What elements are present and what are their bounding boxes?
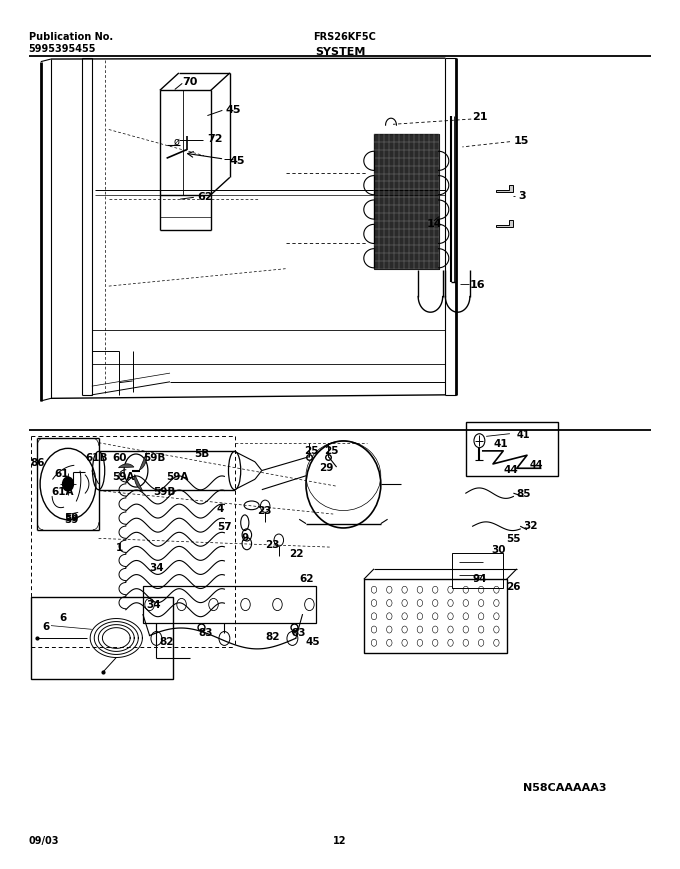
Text: 45: 45 bbox=[306, 636, 321, 647]
Text: 6: 6 bbox=[60, 612, 67, 622]
Text: 5B: 5B bbox=[194, 448, 209, 459]
Text: 82: 82 bbox=[265, 631, 279, 641]
Text: 4: 4 bbox=[216, 503, 224, 514]
Text: 45: 45 bbox=[230, 156, 245, 166]
Text: 62: 62 bbox=[197, 192, 213, 202]
Text: 59A: 59A bbox=[112, 471, 135, 481]
Text: 59: 59 bbox=[65, 514, 79, 525]
Text: 83: 83 bbox=[199, 627, 213, 638]
Text: 26: 26 bbox=[507, 581, 521, 592]
Polygon shape bbox=[496, 221, 513, 228]
Text: 16: 16 bbox=[469, 280, 485, 290]
Text: 12: 12 bbox=[333, 835, 347, 845]
Text: 70: 70 bbox=[182, 76, 198, 87]
Text: 59B: 59B bbox=[143, 453, 165, 463]
Text: 61: 61 bbox=[54, 468, 69, 479]
Text: 85: 85 bbox=[517, 488, 531, 499]
Text: 59A: 59A bbox=[167, 471, 189, 481]
Text: 57: 57 bbox=[218, 521, 233, 532]
Text: 41: 41 bbox=[516, 429, 530, 439]
Text: 41: 41 bbox=[493, 438, 508, 448]
Text: 32: 32 bbox=[524, 521, 538, 531]
Text: 83: 83 bbox=[291, 627, 305, 638]
FancyBboxPatch shape bbox=[374, 135, 439, 269]
Polygon shape bbox=[496, 186, 513, 193]
Text: Publication No.: Publication No. bbox=[29, 32, 113, 42]
Text: SYSTEM: SYSTEM bbox=[315, 47, 365, 56]
Text: 34: 34 bbox=[150, 562, 165, 573]
Text: 86: 86 bbox=[31, 457, 45, 468]
Text: 61B: 61B bbox=[85, 453, 107, 463]
Polygon shape bbox=[135, 475, 143, 492]
Text: 5995395455: 5995395455 bbox=[29, 43, 96, 53]
Text: 34: 34 bbox=[146, 599, 161, 609]
Text: 25: 25 bbox=[324, 445, 338, 455]
Text: 30: 30 bbox=[491, 544, 505, 554]
Text: 94: 94 bbox=[473, 573, 487, 583]
Text: FRS26KF5C: FRS26KF5C bbox=[313, 32, 375, 42]
Text: 1: 1 bbox=[116, 542, 123, 553]
Text: 44: 44 bbox=[503, 464, 518, 474]
Polygon shape bbox=[139, 453, 147, 470]
Text: 9: 9 bbox=[241, 532, 248, 542]
Text: 61A: 61A bbox=[51, 486, 73, 496]
Text: 3: 3 bbox=[518, 190, 526, 201]
Text: 09/03: 09/03 bbox=[29, 835, 59, 845]
Text: ø: ø bbox=[173, 136, 180, 147]
Text: 21: 21 bbox=[473, 112, 488, 123]
Text: 59: 59 bbox=[65, 512, 79, 522]
Text: 59B: 59B bbox=[153, 487, 175, 497]
Text: 23: 23 bbox=[257, 505, 271, 515]
Text: 22: 22 bbox=[289, 548, 303, 559]
Text: 25: 25 bbox=[304, 445, 318, 455]
Polygon shape bbox=[118, 464, 134, 468]
Text: 6: 6 bbox=[43, 621, 50, 631]
Text: 14: 14 bbox=[426, 219, 442, 229]
Text: 55: 55 bbox=[507, 533, 521, 543]
Text: 23: 23 bbox=[265, 539, 279, 549]
Text: 45: 45 bbox=[226, 104, 241, 115]
Text: N58CAAAAA3: N58CAAAAA3 bbox=[523, 783, 606, 793]
Text: 72: 72 bbox=[207, 134, 223, 144]
Text: 44: 44 bbox=[530, 460, 543, 469]
Text: 82: 82 bbox=[160, 636, 174, 647]
Circle shape bbox=[63, 478, 73, 492]
Text: 29: 29 bbox=[320, 462, 334, 473]
Text: 60: 60 bbox=[112, 453, 126, 463]
Text: 62: 62 bbox=[299, 573, 313, 583]
Text: 15: 15 bbox=[513, 136, 529, 146]
